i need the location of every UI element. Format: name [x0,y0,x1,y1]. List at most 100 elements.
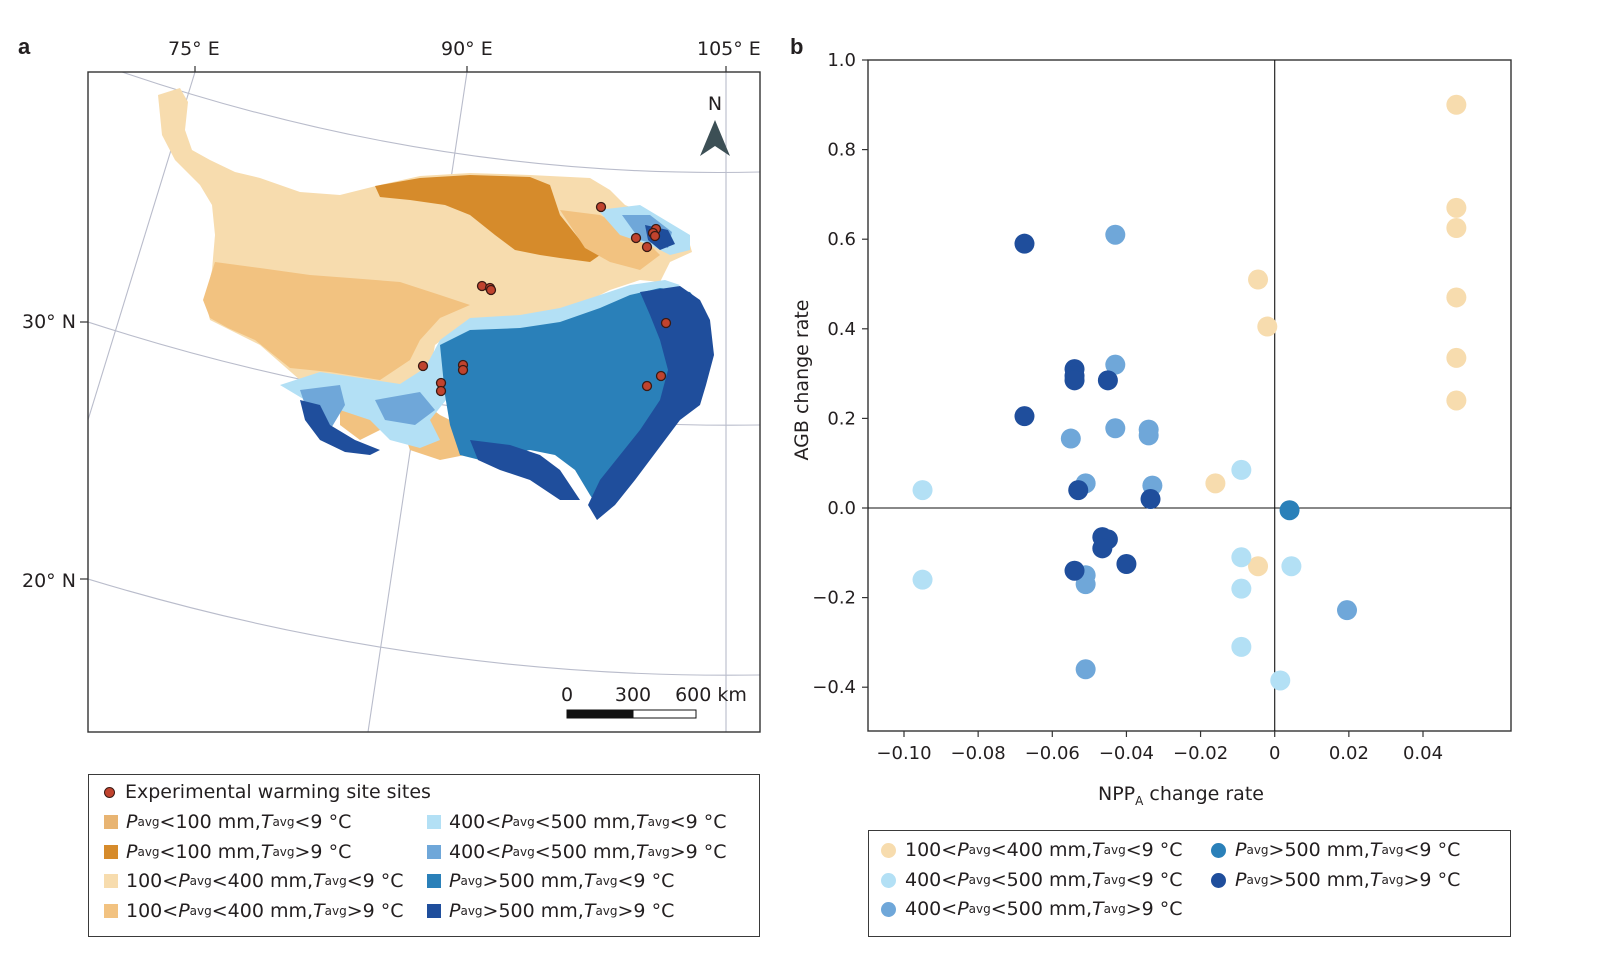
scatter-point [1060,428,1081,449]
legend-text-mid: <100 mm, [159,840,261,863]
legend-text-t: T [1369,869,1382,891]
legend-text-p: P [126,811,138,833]
scatter-point [1446,94,1467,115]
legend-text-p-sub: avg [968,873,991,887]
legend-swatch [104,815,118,829]
legend-text-p: P [178,870,190,892]
parallel-20 [88,578,760,676]
legend-swatch [427,815,441,829]
x-axis-label: NPPA change rate [1098,783,1264,808]
legend-text-t: T [583,870,596,892]
legend-text-t: T [260,811,273,833]
legend-text-mid: <400 mm, [211,899,314,922]
x-axis-label-sub: A [1135,793,1144,808]
x-tick-label: 0 [1269,743,1280,764]
legend-text-p-sub: avg [968,902,991,916]
legend-text-p: P [449,899,461,922]
legend-text-t-sub: avg [272,815,295,829]
legend-text-t-sub: avg [1381,843,1404,857]
legend-text-p-sub: avg [189,874,212,888]
legend-dot-icon [881,842,896,858]
legend-text-t-sub: avg [595,903,618,918]
lat-label-20: 20° N [22,570,76,592]
scale-label-300: 300 [615,684,651,706]
legend-text-t: T [260,840,273,863]
y-axis-label: AGB change rate [791,299,813,460]
legend-text-mid: >500 mm, [1268,869,1370,891]
y-tick-label: −0.2 [812,588,856,609]
legend-text-p-sub: avg [137,815,160,829]
legend-text-end: <9 °C [1403,839,1461,861]
zone-plt100-tgt9 [375,175,600,262]
y-tick-label: −0.4 [812,677,856,698]
panel-b-label: b [790,34,804,59]
legend-text-mid: <400 mm, [211,870,314,892]
legend-text-p-sub: avg [968,843,991,857]
legend-swatch [427,903,441,918]
scale-label-600: 600 km [675,684,747,706]
legend-text-t-sub: avg [1103,843,1126,857]
lat-label-30: 30° N [22,311,76,333]
y-tick-label: 1.0 [827,50,856,71]
north-label: N [708,93,722,115]
scale-label-0: 0 [561,684,573,706]
legend-text-t: T [1092,898,1104,920]
scatter-point [1116,554,1137,574]
scatter-point [1064,560,1085,581]
x-tick-label: −0.08 [951,743,1006,764]
legend-dot-icon [881,901,896,917]
legend-text-end: >9 °C [1403,869,1461,891]
scatter-point [1270,670,1291,691]
legend-text-t-sub: avg [595,874,618,888]
legend-text-t: T [1092,869,1104,891]
scatter-point [1014,233,1035,254]
y-tick-label: 0.4 [827,319,856,340]
legend-text-mid: <500 mm, [534,811,637,833]
legend-text-t-sub: avg [647,815,670,829]
legend-text-p: P [957,839,969,861]
legend-text-p-sub: avg [460,903,483,918]
legend-text-t: T [636,840,648,863]
legend-text-p: P [449,870,461,892]
legend-text-pre: 400< [449,811,502,833]
site-markers [417,201,672,397]
lon-label-75: 75° E [168,38,220,60]
legend-text-end: <9 °C [1125,839,1183,861]
legend-text-end: >9 °C [669,840,727,863]
legend-text-p: P [501,811,513,833]
legend-text-p: P [501,840,513,863]
scatter-point [1446,218,1467,238]
scatter-point [1446,287,1467,308]
legend-text-t: T [313,899,325,922]
legend-text-pre: 400< [905,869,958,891]
legend-site-label: Experimental warming site sites [125,781,431,803]
scatter-plot: −0.10 −0.08 −0.06 −0.04 −0.02 0 0.02 0.04 1.0 0.8… [791,50,1512,764]
scatter-point [1446,347,1467,368]
x-tick-label: −0.06 [1025,743,1080,764]
scatter-point [1105,354,1126,375]
legend-swatch [104,903,118,918]
map-frame [87,71,761,733]
legend-text-p: P [957,898,969,920]
legend-text-t: T [1369,839,1382,861]
legend-text-p: P [178,899,190,922]
legend-text-mid: >500 mm, [1268,839,1370,861]
legend-text-p-sub: avg [460,874,483,888]
legend-text-end: >9 °C [1125,898,1183,920]
legend-text-p-sub: avg [512,815,535,829]
legend-text-end: <9 °C [1125,869,1183,891]
scatter-point [1231,547,1252,568]
legend-site-item: Experimental warming site sites [104,781,431,803]
scatter-point [1231,459,1252,480]
scatter-point [1105,418,1126,439]
legend-text-mid: >500 mm, [482,870,584,892]
